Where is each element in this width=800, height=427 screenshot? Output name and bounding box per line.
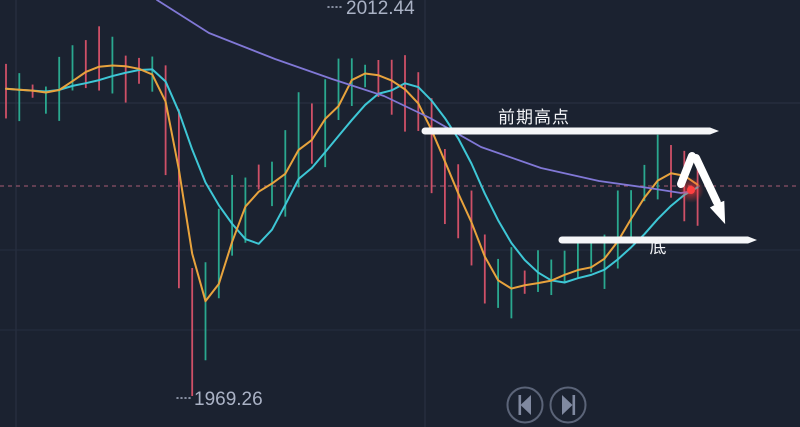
svg-text:1969.26: 1969.26 [194,389,263,410]
svg-text:前期高点: 前期高点 [498,108,570,127]
svg-text:2012.44: 2012.44 [346,0,415,19]
svg-text:底: 底 [650,238,667,257]
